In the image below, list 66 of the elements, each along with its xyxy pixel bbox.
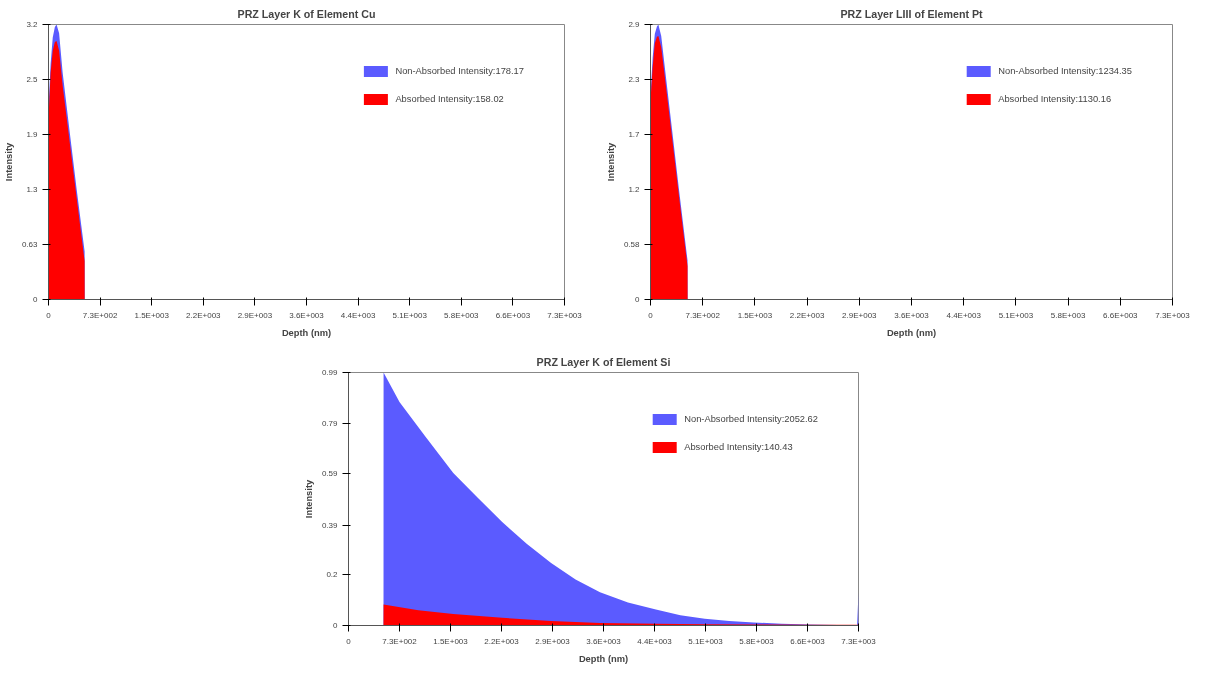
legend-label: Non-Absorbed Intensity:178.17 [395, 66, 524, 76]
y-tick-label: 1.3 [26, 185, 39, 194]
x-tick-label: 1.5E+003 [433, 636, 469, 646]
y-tick-label: 0.59 [321, 469, 339, 479]
y-tick-label: 2.9 [628, 20, 641, 29]
y-tick-label: 0.39 [321, 521, 339, 531]
y-tick-label: 0.99 [321, 368, 339, 377]
y-tick-label: 3.2 [26, 20, 39, 29]
y-tick-label: 0.58 [623, 240, 641, 249]
legend-label: Absorbed Intensity:140.43 [684, 442, 793, 452]
x-tick-label: 5.1E+003 [688, 636, 724, 646]
y-tick-label: 1.7 [628, 130, 641, 139]
x-tick-label: 7.3E+003 [841, 636, 877, 646]
x-tick-label: 4.4E+003 [637, 636, 673, 646]
x-tick-label: 6.6E+003 [790, 636, 826, 646]
x-tick-label: 5.8E+003 [739, 636, 775, 646]
legend-label: Non-Absorbed Intensity:1234.35 [998, 66, 1132, 76]
x-tick-label: 0 [346, 636, 352, 646]
chart-title: PRZ Layer K of Element Si [536, 355, 671, 368]
legend-label: Absorbed Intensity:158.02 [395, 94, 504, 104]
y-tick-label: 0 [635, 295, 641, 304]
x-axis-title: Depth (nm) [886, 327, 937, 338]
x-tick-label: 1.5E+003 [134, 310, 170, 320]
x-tick-label: 3.6E+003 [894, 310, 930, 320]
x-tick-label: 6.6E+003 [1103, 310, 1139, 320]
x-tick-label: 4.4E+003 [946, 310, 982, 320]
x-tick-label: 7.3E+002 [685, 310, 721, 320]
y-tick-label: 0 [333, 621, 339, 630]
y-axis-title: Intensity [303, 479, 314, 519]
x-tick-label: 5.8E+003 [1050, 310, 1086, 320]
x-axis-title: Depth (nm) [578, 653, 629, 664]
y-tick-label: 0 [33, 295, 39, 304]
x-tick-label: 7.3E+002 [82, 310, 118, 320]
legend-label: Non-Absorbed Intensity:2052.62 [684, 414, 818, 424]
legend-label: Absorbed Intensity:1130.16 [998, 94, 1112, 104]
x-tick-label: 4.4E+003 [340, 310, 376, 320]
y-tick-label: 1.9 [26, 130, 39, 139]
x-tick-label: 1.5E+003 [737, 310, 773, 320]
x-tick-label: 2.9E+003 [535, 636, 571, 646]
x-tick-label: 2.9E+003 [237, 310, 273, 320]
chart-title: PRZ Layer K of Element Cu [237, 7, 376, 20]
x-tick-label: 7.3E+003 [1155, 310, 1191, 320]
x-tick-label: 7.3E+003 [547, 310, 583, 320]
x-tick-label: 5.1E+003 [998, 310, 1034, 320]
x-tick-label: 0 [46, 310, 52, 320]
x-tick-label: 7.3E+002 [382, 636, 418, 646]
x-tick-label: 5.1E+003 [392, 310, 428, 320]
chart-title: PRZ Layer LIII of Element Pt [840, 7, 984, 20]
y-axis-title: Intensity [605, 142, 616, 182]
y-axis-title: Intensity [3, 142, 14, 182]
x-tick-label: 2.2E+003 [789, 310, 825, 320]
y-tick-label: 0.2 [326, 570, 339, 580]
x-tick-label: 2.9E+003 [842, 310, 878, 320]
y-tick-label: 0.63 [21, 240, 39, 249]
x-tick-label: 6.6E+003 [495, 310, 531, 320]
x-tick-label: 2.2E+003 [186, 310, 222, 320]
x-axis-title: Depth (nm) [281, 327, 332, 338]
y-tick-label: 0.79 [321, 418, 339, 428]
y-tick-label: 2.3 [628, 75, 641, 84]
x-tick-label: 5.8E+003 [444, 310, 480, 320]
x-tick-label: 2.2E+003 [484, 636, 520, 646]
x-tick-label: 3.6E+003 [586, 636, 622, 646]
y-tick-label: 2.5 [26, 75, 39, 84]
y-tick-label: 1.2 [628, 185, 641, 194]
x-tick-label: 0 [648, 310, 654, 320]
x-tick-label: 3.6E+003 [289, 310, 325, 320]
